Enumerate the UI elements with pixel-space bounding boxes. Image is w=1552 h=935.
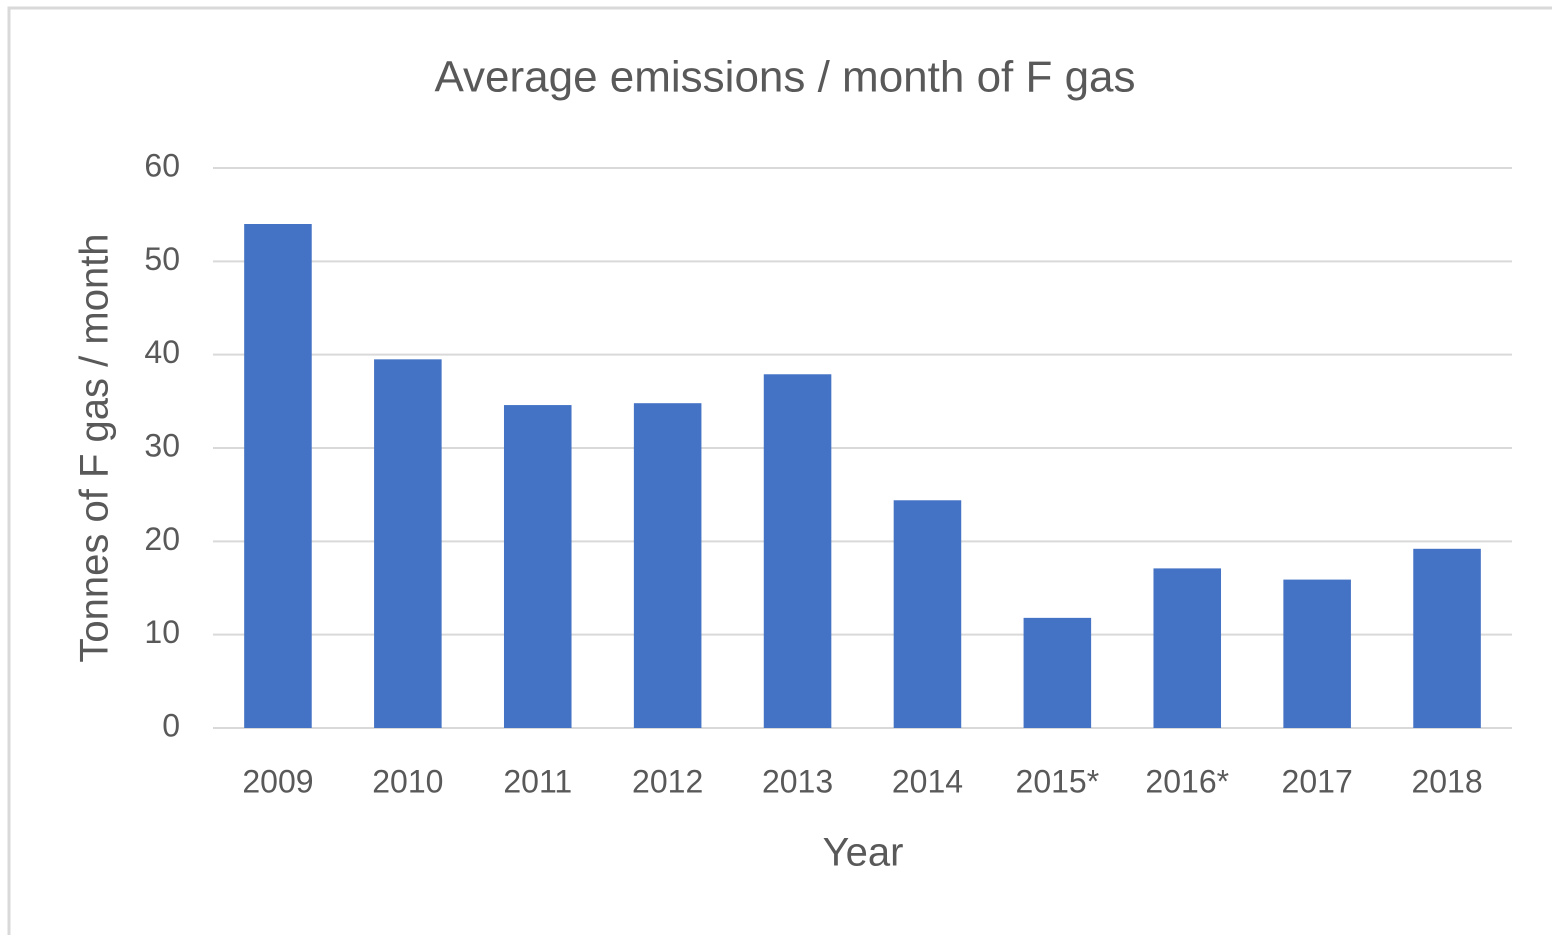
y-tick-label: 10 xyxy=(144,614,180,650)
x-axis-title: Year xyxy=(823,831,904,875)
x-tick-label: 2010 xyxy=(372,763,443,799)
y-axis-title: Tonnes of F gas / month xyxy=(73,233,117,662)
bar xyxy=(244,224,312,728)
y-tick-label: 50 xyxy=(144,241,180,277)
bar xyxy=(1413,548,1481,728)
x-tick-label: 2017 xyxy=(1282,763,1353,799)
y-tick-label: 0 xyxy=(162,707,180,743)
x-tick-label: 2015* xyxy=(1016,763,1100,799)
x-tick-label: 2016* xyxy=(1145,763,1229,799)
y-tick-label: 30 xyxy=(144,427,180,463)
x-tick-label: 2012 xyxy=(632,763,703,799)
x-tick-label: 2014 xyxy=(892,763,963,799)
x-tick-label: 2011 xyxy=(503,763,572,799)
bar xyxy=(374,359,442,728)
bar xyxy=(503,405,572,728)
chart-title: Average emissions / month of F gas xyxy=(434,53,1135,102)
x-tick-label: 2009 xyxy=(242,763,313,799)
y-tick-label: 60 xyxy=(144,147,180,183)
y-tick-label: 20 xyxy=(144,521,180,557)
bar xyxy=(893,500,962,728)
bar xyxy=(763,374,832,728)
bar xyxy=(1153,568,1222,728)
bar xyxy=(633,403,702,728)
y-tick-label: 40 xyxy=(144,334,180,370)
bar xyxy=(1023,617,1092,728)
chart-frame xyxy=(7,6,1552,935)
bar xyxy=(1283,579,1351,728)
x-tick-label: 2013 xyxy=(762,763,833,799)
x-tick-label: 2018 xyxy=(1411,763,1482,799)
